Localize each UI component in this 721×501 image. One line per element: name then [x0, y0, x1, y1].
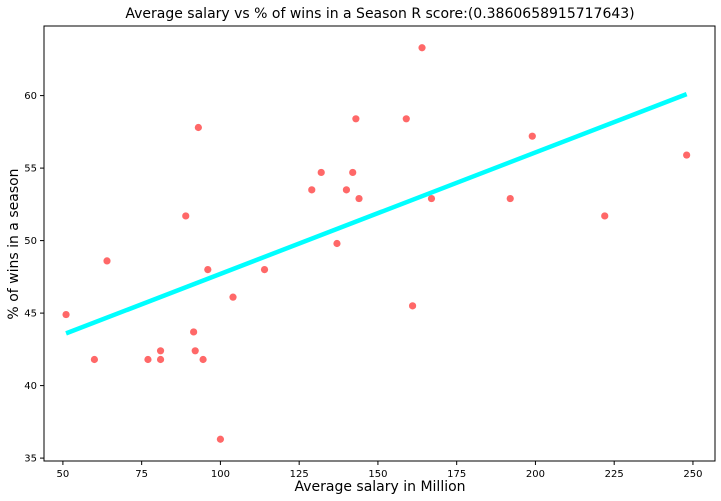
data-point-6	[156, 355, 165, 364]
x-tick-label-175: 175	[447, 469, 466, 480]
data-point-5	[156, 347, 165, 355]
x-axis-ticks: 50 75 100 125 150 175 200 225 250	[57, 461, 702, 480]
data-point-27	[506, 194, 514, 203]
data-point-2	[90, 355, 99, 364]
data-point-21	[352, 115, 360, 123]
y-axis-ticks: 35 40 45 50 55 60	[24, 91, 44, 465]
data-point-18	[333, 239, 341, 248]
y-tick-label-55: 55	[24, 164, 37, 175]
y-axis-title: % of wins in a season	[6, 168, 22, 319]
data-point-20	[349, 168, 357, 177]
data-point-24	[408, 302, 417, 310]
x-tick-label-75: 75	[135, 469, 148, 480]
x-axis-title: Average salary in Million	[294, 479, 465, 495]
chart-title: Average salary vs % of wins in a Season …	[125, 6, 634, 22]
y-tick-label-50: 50	[24, 236, 37, 247]
data-point-30	[683, 151, 691, 159]
data-point-13	[216, 435, 225, 443]
x-tick-label-100: 100	[211, 469, 230, 480]
data-point-11	[199, 355, 207, 364]
data-point-4	[144, 355, 152, 364]
regression-line-layer	[65, 92, 688, 336]
y-tick-label-60: 60	[24, 91, 37, 102]
data-point-14	[229, 293, 237, 301]
data-point-29	[601, 212, 609, 220]
data-point-16	[308, 186, 316, 194]
data-point-15	[260, 266, 269, 274]
data-point-9	[191, 347, 199, 355]
y-tick-label-35: 35	[24, 454, 37, 465]
data-point-17	[317, 168, 325, 177]
data-point-23	[402, 115, 410, 123]
x-tick-label-225: 225	[605, 469, 624, 480]
data-point-3	[103, 257, 111, 265]
data-point-1	[62, 310, 70, 319]
data-point-22	[355, 194, 363, 203]
x-tick-label-200: 200	[526, 469, 545, 480]
y-tick-label-40: 40	[24, 381, 37, 392]
data-point-25	[418, 44, 426, 52]
data-point-8	[190, 328, 198, 336]
data-point-12	[204, 266, 212, 274]
x-tick-label-250: 250	[683, 469, 702, 480]
plot-area-frame	[43, 25, 716, 462]
x-tick-label-125: 125	[290, 469, 309, 480]
regression-line	[65, 92, 688, 336]
data-point-7	[182, 212, 190, 220]
y-tick-label-45: 45	[24, 309, 37, 320]
data-points	[62, 44, 691, 443]
data-point-19	[342, 186, 351, 194]
x-tick-label-50: 50	[57, 469, 70, 480]
x-tick-label-150: 150	[368, 469, 387, 480]
data-point-10	[194, 123, 202, 132]
data-point-26	[427, 194, 436, 203]
data-point-28	[528, 132, 536, 140]
